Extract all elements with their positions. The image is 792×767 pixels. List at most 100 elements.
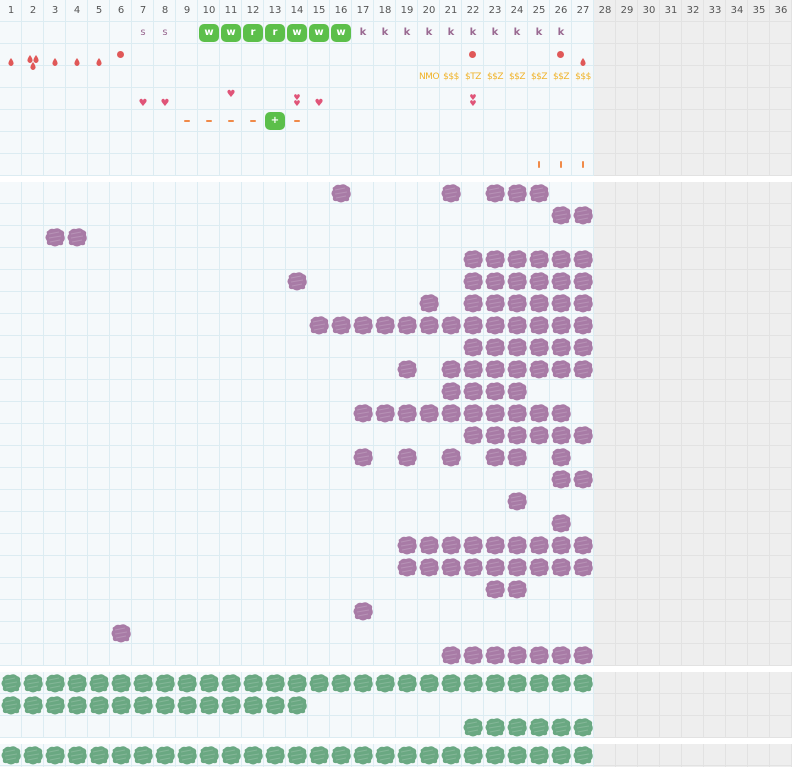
event-block[interactable] — [506, 248, 528, 270]
column-number[interactable]: 23 — [488, 5, 502, 16]
event-block[interactable] — [484, 358, 506, 380]
event-block[interactable] — [506, 402, 528, 424]
marker-k[interactable]: k — [469, 27, 477, 38]
event-block[interactable] — [286, 270, 308, 292]
drop-icon[interactable] — [52, 51, 58, 66]
event-block[interactable] — [352, 314, 374, 336]
marker-k[interactable]: k — [359, 27, 367, 38]
event-block[interactable] — [396, 556, 418, 578]
summary-block[interactable] — [462, 744, 484, 766]
event-block[interactable] — [440, 446, 462, 468]
resource-block[interactable] — [506, 716, 528, 738]
event-block[interactable] — [440, 358, 462, 380]
event-block[interactable] — [550, 446, 572, 468]
resource-block[interactable] — [506, 672, 528, 694]
resource-block[interactable] — [352, 672, 374, 694]
event-block[interactable] — [506, 534, 528, 556]
event-block[interactable] — [44, 226, 66, 248]
dash-marker[interactable] — [250, 120, 256, 122]
event-block[interactable] — [528, 248, 550, 270]
event-block[interactable] — [550, 556, 572, 578]
column-number[interactable]: 34 — [730, 5, 744, 16]
event-block[interactable] — [572, 358, 594, 380]
resource-block[interactable] — [198, 694, 220, 716]
money-marker[interactable]: $$$ — [575, 72, 591, 82]
event-block[interactable] — [506, 578, 528, 600]
column-number[interactable]: 19 — [400, 5, 414, 16]
summary-block[interactable] — [22, 744, 44, 766]
column-number[interactable]: 29 — [620, 5, 634, 16]
column-number[interactable]: 36 — [774, 5, 788, 16]
event-block[interactable] — [418, 534, 440, 556]
summary-block[interactable] — [286, 744, 308, 766]
summary-block[interactable] — [264, 744, 286, 766]
event-block[interactable] — [550, 512, 572, 534]
event-block[interactable] — [506, 446, 528, 468]
event-block[interactable] — [550, 270, 572, 292]
column-number[interactable]: 24 — [510, 5, 524, 16]
event-block[interactable] — [550, 644, 572, 666]
resource-block[interactable] — [22, 672, 44, 694]
marker-tag[interactable]: w — [221, 24, 241, 42]
event-block[interactable] — [506, 358, 528, 380]
resource-block[interactable] — [264, 672, 286, 694]
marker-tag[interactable]: r — [243, 24, 263, 42]
resource-block[interactable] — [374, 672, 396, 694]
event-block[interactable] — [550, 336, 572, 358]
event-block[interactable] — [506, 490, 528, 512]
event-block[interactable] — [528, 358, 550, 380]
money-marker[interactable]: NMO — [418, 72, 440, 82]
resource-block[interactable] — [286, 694, 308, 716]
event-block[interactable] — [506, 182, 528, 204]
money-marker[interactable]: $$Z — [530, 72, 548, 82]
event-block[interactable] — [572, 248, 594, 270]
event-block[interactable] — [528, 270, 550, 292]
event-block[interactable] — [462, 314, 484, 336]
dash-marker[interactable] — [206, 120, 212, 122]
event-block[interactable] — [550, 314, 572, 336]
resource-block[interactable] — [176, 694, 198, 716]
heart-icon[interactable]: ♥ — [469, 99, 477, 108]
resource-block[interactable] — [22, 694, 44, 716]
event-block[interactable] — [374, 314, 396, 336]
event-block[interactable] — [572, 204, 594, 226]
money-marker[interactable]: $TZ — [465, 72, 481, 82]
event-block[interactable] — [528, 424, 550, 446]
marker-k[interactable]: k — [447, 27, 455, 38]
column-number[interactable]: 17 — [356, 5, 370, 16]
event-block[interactable] — [550, 424, 572, 446]
resource-block[interactable] — [220, 694, 242, 716]
summary-block[interactable] — [176, 744, 198, 766]
marker-k[interactable]: k — [513, 27, 521, 38]
event-block[interactable] — [506, 292, 528, 314]
summary-block[interactable] — [418, 744, 440, 766]
summary-block[interactable] — [440, 744, 462, 766]
event-block[interactable] — [462, 556, 484, 578]
event-block[interactable] — [330, 314, 352, 336]
event-block[interactable] — [462, 292, 484, 314]
heart-icon[interactable]: ♥ — [226, 89, 236, 100]
resource-block[interactable] — [110, 672, 132, 694]
event-block[interactable] — [396, 534, 418, 556]
event-block[interactable] — [440, 314, 462, 336]
heart-icon[interactable]: ♥ — [293, 93, 301, 102]
event-block[interactable] — [396, 402, 418, 424]
column-number[interactable]: 11 — [224, 5, 238, 16]
event-block[interactable] — [572, 468, 594, 490]
column-number[interactable]: 33 — [708, 5, 722, 16]
drop-icon[interactable] — [27, 48, 33, 63]
summary-block[interactable] — [132, 744, 154, 766]
event-block[interactable] — [484, 578, 506, 600]
tick-marker[interactable] — [582, 161, 584, 168]
event-block[interactable] — [484, 644, 506, 666]
event-block[interactable] — [572, 292, 594, 314]
column-number[interactable]: 9 — [183, 5, 191, 16]
event-block[interactable] — [572, 534, 594, 556]
summary-block[interactable] — [242, 744, 264, 766]
resource-block[interactable] — [528, 716, 550, 738]
column-number[interactable]: 4 — [73, 5, 81, 16]
column-number[interactable]: 20 — [422, 5, 436, 16]
event-block[interactable] — [396, 314, 418, 336]
event-block[interactable] — [462, 248, 484, 270]
resource-block[interactable] — [88, 672, 110, 694]
